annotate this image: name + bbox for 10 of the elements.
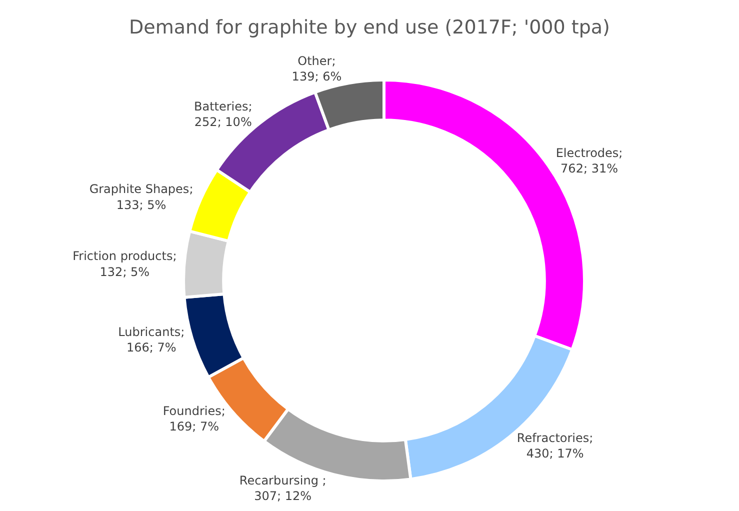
slice-label: Friction products; 132; 5% — [72, 249, 177, 279]
slice-label: Refractories; 430; 17% — [516, 431, 594, 461]
chart-title: Demand for graphite by end use (2017F; '000 tpa) — [129, 16, 610, 39]
slice-label: Other; 139; 6% — [292, 54, 342, 84]
slice-label: Foundries; 169; 7% — [162, 404, 226, 434]
slice-label: Lubricants; 166; 7% — [118, 325, 185, 355]
slice-label: Electrodes; 762; 31% — [556, 146, 623, 176]
slice-label: Batteries; 252; 10% — [194, 99, 252, 129]
slice-label: Graphite Shapes; 133; 5% — [89, 182, 194, 212]
slice-label: Recarbursing ; 307; 12% — [239, 474, 326, 504]
